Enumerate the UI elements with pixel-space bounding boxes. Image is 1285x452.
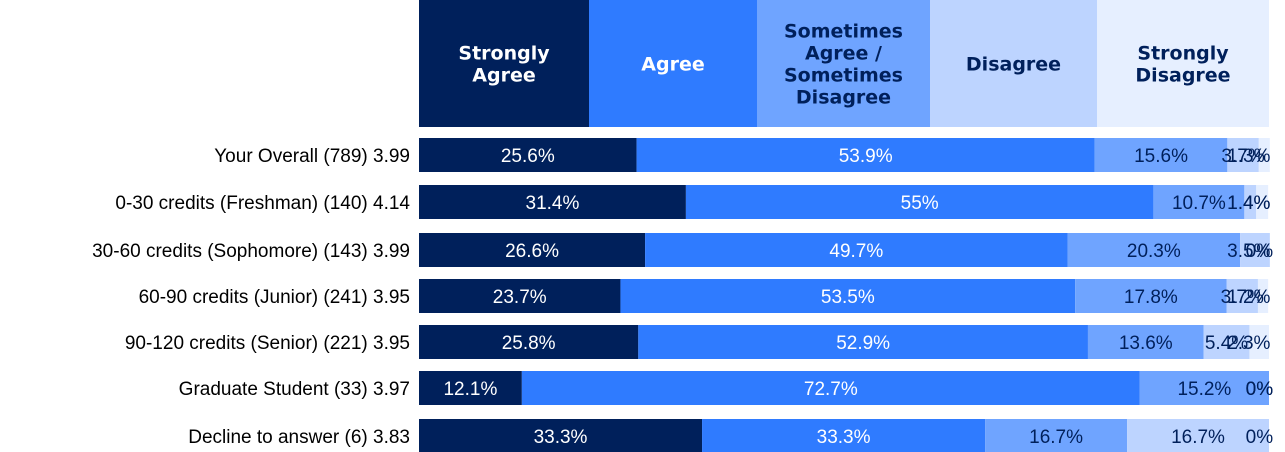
data-label-strongly-disagree: 0% xyxy=(1246,379,1274,400)
row-label: Decline to answer (6) 3.83 xyxy=(188,427,410,448)
bar-segment-disagree xyxy=(1226,279,1258,313)
legend-label-strongly-disagree: Strongly Disagree xyxy=(1135,43,1230,87)
bar-segment-disagree xyxy=(1244,185,1257,219)
bar-segment-sometimes-agree-sometimes-disagree xyxy=(985,419,1128,452)
bar-row: Decline to answer (6) 3.83 33.3% 33.3% 16.7… xyxy=(188,419,1273,452)
row-label: Your Overall (789) 3.99 xyxy=(214,146,410,167)
row-label: 60-90 credits (Junior) (241) 3.95 xyxy=(139,287,410,308)
data-label-disagree: 5.4% xyxy=(1205,333,1248,354)
bar-segment-strongly-agree xyxy=(419,233,646,267)
bar-segment-agree xyxy=(521,371,1140,405)
bars: Your Overall (789) 3.99 25.6% 53.9% 15.6% 3.… xyxy=(92,138,1273,452)
data-label-agree: 53.5% xyxy=(821,287,875,308)
legend-item-strongly-disagree: Strongly Disagree xyxy=(1097,0,1269,127)
data-label-disagree: 3.7% xyxy=(1221,287,1264,308)
bar-row: 60-90 credits (Junior) (241) 3.95 23.7% 53… xyxy=(139,279,1271,313)
legend-swatch-sometimes-agree-sometimes-disagree xyxy=(757,0,930,127)
data-label-strongly-disagree: 1.2% xyxy=(1227,287,1270,308)
data-label-sometimes-agree-sometimes-disagree: 13.6% xyxy=(1119,333,1173,354)
legend-item-strongly-agree: Strongly Agree xyxy=(419,0,589,127)
bar-row: 90-120 credits (Senior) (221) 3.95 25.8% 5… xyxy=(125,325,1271,359)
bar-row: Your Overall (789) 3.99 25.6% 53.9% 15.6% 3.… xyxy=(214,138,1271,172)
bar-segment-agree xyxy=(702,419,986,452)
legend-swatch-agree xyxy=(589,0,757,127)
legend-label-agree: Agree xyxy=(641,54,704,76)
bar-segment-agree xyxy=(636,138,1095,172)
legend-item-disagree: Disagree xyxy=(930,0,1097,127)
bar-row: Graduate Student (33) 3.97 12.1% 72.7% 15.2… xyxy=(179,371,1274,405)
data-label-strongly-agree: 25.6% xyxy=(501,146,555,167)
bar-segment-disagree xyxy=(1203,325,1250,359)
bar-segment-strongly-agree xyxy=(419,185,686,219)
bar-segment-agree xyxy=(620,279,1076,313)
data-label-strongly-agree: 31.4% xyxy=(526,193,580,214)
bar-row: 0-30 credits (Freshman) (140) 4.14 31.4% 5… xyxy=(115,185,1271,219)
data-label-agree: 55% xyxy=(901,193,939,214)
bar-segment-strongly-disagree xyxy=(1249,325,1269,359)
row-label: 90-120 credits (Senior) (221) 3.95 xyxy=(125,333,410,354)
bar-segment-strongly-agree xyxy=(419,371,522,405)
data-label-strongly-disagree: 1.4% xyxy=(1227,193,1270,214)
legend-swatch-disagree xyxy=(930,0,1097,127)
bar-segment-sometimes-agree-sometimes-disagree xyxy=(1087,325,1204,359)
data-label-agree: 53.9% xyxy=(839,146,893,167)
data-label-disagree: 3.7% xyxy=(1221,146,1264,167)
bar-segment-sometimes-agree-sometimes-disagree xyxy=(1094,138,1228,172)
legend-item-agree: Agree xyxy=(589,0,757,127)
row-label: Graduate Student (33) 3.97 xyxy=(179,379,410,400)
bar-segment-strongly-agree xyxy=(419,138,637,172)
data-label-strongly-disagree: 0% xyxy=(1246,241,1274,262)
data-label-strongly-agree: 23.7% xyxy=(493,287,547,308)
bar-segment-disagree xyxy=(1127,419,1269,452)
data-label-strongly-disagree: 2.3% xyxy=(1227,333,1270,354)
data-label-sometimes-agree-sometimes-disagree: 17.8% xyxy=(1124,287,1178,308)
data-label-disagree: 1.4% xyxy=(1227,193,1270,214)
row-label: 0-30 credits (Freshman) (140) 4.14 xyxy=(115,193,410,214)
data-label-sometimes-agree-sometimes-disagree: 20.3% xyxy=(1127,241,1181,262)
legend-label-disagree: Disagree xyxy=(966,54,1061,76)
bar-segment-strongly-agree xyxy=(419,419,703,452)
bar-segment-strongly-agree xyxy=(419,279,621,313)
data-label-agree: 49.7% xyxy=(829,241,883,262)
data-label-strongly-disagree: 0% xyxy=(1246,427,1274,448)
bar-segment-strongly-disagree xyxy=(1257,279,1269,313)
legend-swatch-strongly-disagree xyxy=(1097,0,1269,127)
bar-segment-sometimes-agree-sometimes-disagree xyxy=(1075,279,1227,313)
data-label-strongly-disagree: 1.3% xyxy=(1227,146,1270,167)
data-label-strongly-agree: 25.8% xyxy=(502,333,556,354)
data-label-disagree: 0% xyxy=(1246,379,1274,400)
bar-segment-sometimes-agree-sometimes-disagree xyxy=(1067,233,1241,267)
bar-segment-disagree xyxy=(1240,233,1270,267)
data-label-agree: 72.7% xyxy=(804,379,858,400)
legend: Strongly Agree Agree Sometimes Agree / Someti… xyxy=(419,0,1269,127)
bar-row: 30-60 credits (Sophomore) (143) 3.99 26.6… xyxy=(92,233,1273,267)
bar-segment-agree xyxy=(638,325,1088,359)
row-label: 30-60 credits (Sophomore) (143) 3.99 xyxy=(92,241,410,262)
data-label-strongly-agree: 12.1% xyxy=(443,379,497,400)
bar-segment-disagree xyxy=(1227,138,1259,172)
data-label-disagree: 16.7% xyxy=(1171,427,1225,448)
legend-label-sometimes-agree-sometimes-disagree: Sometimes Agree / Sometimes Disagree xyxy=(784,21,903,109)
bar-segment-sometimes-agree-sometimes-disagree xyxy=(1153,185,1245,219)
data-label-sometimes-agree-sometimes-disagree: 16.7% xyxy=(1029,427,1083,448)
bar-segment-strongly-disagree xyxy=(1256,185,1269,219)
legend-swatch-strongly-agree xyxy=(419,0,589,127)
bar-segment-strongly-agree xyxy=(419,325,639,359)
data-label-sometimes-agree-sometimes-disagree: 10.7% xyxy=(1172,193,1226,214)
data-label-agree: 52.9% xyxy=(836,333,890,354)
bar-segment-strongly-disagree xyxy=(1258,138,1270,172)
legend-label-strongly-agree: Strongly Agree xyxy=(458,43,550,87)
data-label-strongly-agree: 26.6% xyxy=(505,241,559,262)
data-label-strongly-agree: 33.3% xyxy=(534,427,588,448)
legend-item-sometimes-agree-sometimes-disagree: Sometimes Agree / Sometimes Disagree xyxy=(757,0,930,127)
bar-segment-agree xyxy=(685,185,1154,219)
data-label-sometimes-agree-sometimes-disagree: 15.2% xyxy=(1177,379,1231,400)
bar-segment-agree xyxy=(645,233,1068,267)
data-label-agree: 33.3% xyxy=(817,427,871,448)
bar-segment-sometimes-agree-sometimes-disagree xyxy=(1139,371,1269,405)
data-label-sometimes-agree-sometimes-disagree: 15.6% xyxy=(1134,146,1188,167)
data-label-disagree: 3.5% xyxy=(1227,241,1270,262)
